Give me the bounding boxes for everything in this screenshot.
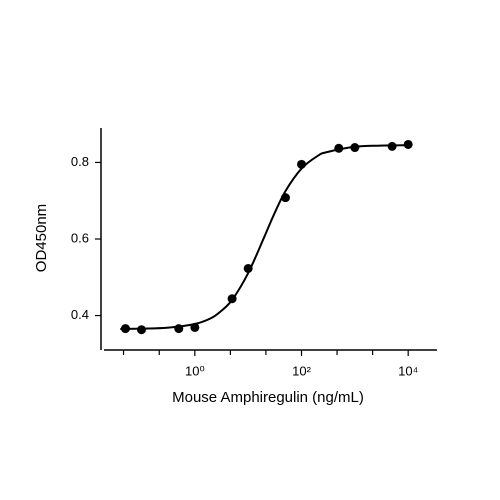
y-tick-label: 0.4 (71, 307, 89, 322)
data-point (280, 193, 290, 203)
data-point (243, 263, 253, 273)
data-point (190, 322, 200, 332)
x-tick-label: 10² (292, 363, 311, 378)
data-point (387, 141, 397, 151)
data-point (350, 143, 360, 153)
y-tick-label: 0.8 (71, 154, 89, 169)
data-point (174, 324, 184, 334)
y-tick-label: 0.6 (71, 230, 89, 245)
x-tick-label: 10⁰ (185, 363, 205, 378)
x-axis-label: Mouse Amphiregulin (ng/mL) (172, 389, 364, 406)
data-point (403, 139, 413, 149)
data-point (334, 143, 344, 153)
data-point (297, 159, 307, 169)
data-point (227, 294, 237, 304)
data-point (137, 325, 147, 335)
data-point (120, 324, 130, 334)
x-tick-label: 10⁴ (398, 363, 418, 378)
y-axis-label: OD450nm (33, 204, 50, 272)
fit-curve (120, 144, 409, 330)
